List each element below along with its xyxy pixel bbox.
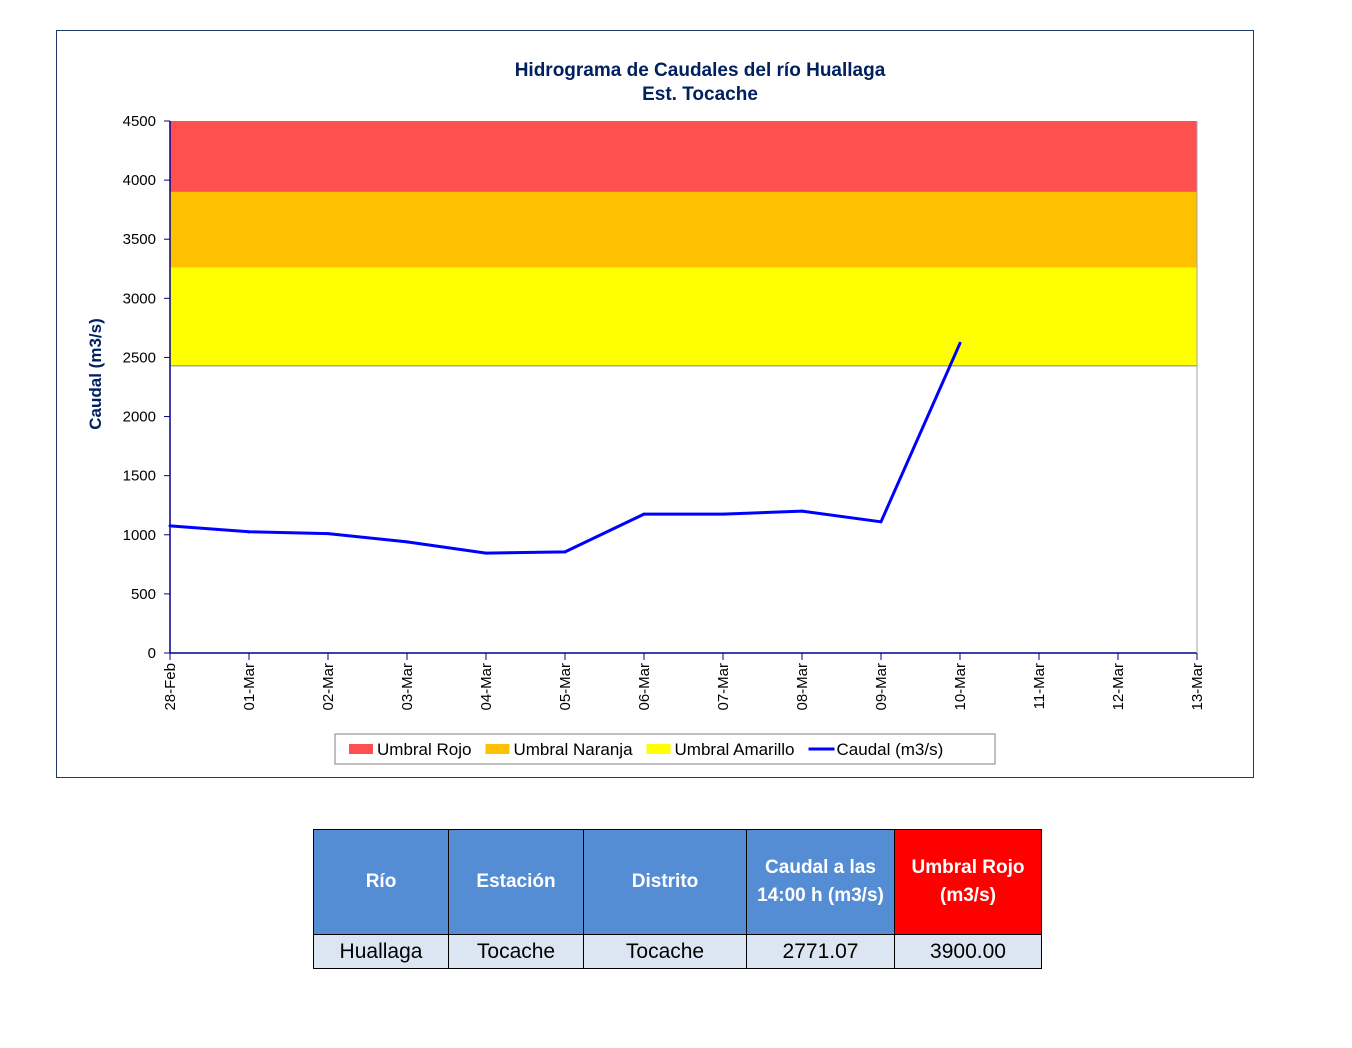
y-tick-label: 4500 xyxy=(123,113,156,130)
threshold-bands xyxy=(170,121,1197,367)
y-axis-label: Caudal (m3/s) xyxy=(86,318,105,429)
table-row: Huallaga Tocache Tocache 2771.07 3900.00 xyxy=(313,934,1042,969)
data-point xyxy=(879,520,883,524)
x-tick-label: 05-Mar xyxy=(557,663,574,711)
data-point xyxy=(642,512,646,516)
x-tick-label: 03-Mar xyxy=(399,663,416,711)
band-umbral-rojo xyxy=(170,121,1197,192)
table-header-row: Río Estación Distrito Caudal a las 14:00… xyxy=(313,829,1042,935)
chart-subtitle: Est. Tocache xyxy=(642,84,758,105)
legend-label-umbral-amarillo: Umbral Amarillo xyxy=(675,740,795,759)
legend-label-umbral-rojo: Umbral Rojo xyxy=(377,740,471,759)
y-tick-label: 1000 xyxy=(123,527,156,544)
x-tick-label: 09-Mar xyxy=(873,663,890,711)
x-tick-label: 13-Mar xyxy=(1189,663,1206,711)
y-tick-label: 1500 xyxy=(123,468,156,485)
header-caudal: Caudal a las 14:00 h (m3/s) xyxy=(746,829,895,935)
cell-rio: Huallaga xyxy=(313,934,449,969)
x-tick-label: 12-Mar xyxy=(1110,663,1127,711)
legend-label-caudal-m3-s: Caudal (m3/s) xyxy=(837,740,944,759)
header-umbral-rojo: Umbral Rojo (m3/s) xyxy=(894,829,1042,935)
data-point xyxy=(168,524,172,528)
cell-umbral-rojo: 3900.00 xyxy=(894,934,1042,969)
station-info-table: Río Estación Distrito Caudal a las 14:00… xyxy=(313,829,1042,969)
cell-distrito: Tocache xyxy=(583,934,747,969)
series-line-caudal-m3-s xyxy=(169,342,962,555)
cell-estacion: Tocache xyxy=(448,934,584,969)
y-tick-label: 4000 xyxy=(123,172,156,189)
axes xyxy=(169,121,1198,654)
legend-swatch-umbral-amarillo xyxy=(646,744,671,754)
x-tick-label: 07-Mar xyxy=(715,663,732,711)
x-tick-label: 01-Mar xyxy=(241,663,258,711)
hydrograph-chart: Hidrograma de Caudales del río Huallaga … xyxy=(86,60,1206,765)
y-tick-label: 0 xyxy=(148,645,156,662)
x-ticks: 28-Feb 01-Mar 02-Mar 03-Mar 04-Mar 05-Mar 06-M… xyxy=(162,653,1206,711)
header-estacion: Estación xyxy=(448,829,584,935)
header-distrito: Distrito xyxy=(583,829,747,935)
y-tick-label: 3500 xyxy=(123,231,156,248)
cell-caudal: 2771.07 xyxy=(746,934,895,969)
band-umbral-naranja xyxy=(170,191,1197,268)
y-tick-label: 2000 xyxy=(123,409,156,426)
data-point xyxy=(405,540,409,544)
chart-title: Hidrograma de Caudales del río Huallaga xyxy=(515,60,886,81)
data-point xyxy=(721,512,725,516)
data-point xyxy=(484,551,488,555)
data-point xyxy=(326,532,330,536)
series-group xyxy=(168,341,962,555)
band-umbral-amarillo xyxy=(170,267,1197,366)
legend-swatch-umbral-naranja xyxy=(485,744,510,754)
header-rio: Río xyxy=(313,829,449,935)
chart-frame: Hidrograma de Caudales del río Huallaga … xyxy=(56,30,1254,778)
x-tick-label: 11-Mar xyxy=(1031,663,1048,709)
legend-swatch-umbral-rojo xyxy=(349,744,373,754)
x-tick-label: 06-Mar xyxy=(636,663,653,711)
legend: Umbral Rojo Umbral Naranja Umbral Amarillo… xyxy=(334,733,996,765)
y-tick-label: 3000 xyxy=(123,290,156,307)
data-point xyxy=(800,509,804,513)
legend-label-umbral-naranja: Umbral Naranja xyxy=(513,740,633,759)
data-point xyxy=(958,341,962,345)
x-tick-label: 10-Mar xyxy=(952,663,969,711)
x-tick-label: 04-Mar xyxy=(478,663,495,711)
y-tick-label: 2500 xyxy=(123,349,156,366)
x-tick-label: 02-Mar xyxy=(320,663,337,711)
data-point xyxy=(563,550,567,554)
x-tick-label: 28-Feb xyxy=(162,663,179,711)
x-tick-label: 08-Mar xyxy=(794,663,811,711)
data-point xyxy=(247,530,251,534)
y-ticks: 0 500 1000 1500 2000 2500 3000 3500 4000 4500 xyxy=(123,113,170,662)
y-tick-label: 500 xyxy=(131,586,156,603)
